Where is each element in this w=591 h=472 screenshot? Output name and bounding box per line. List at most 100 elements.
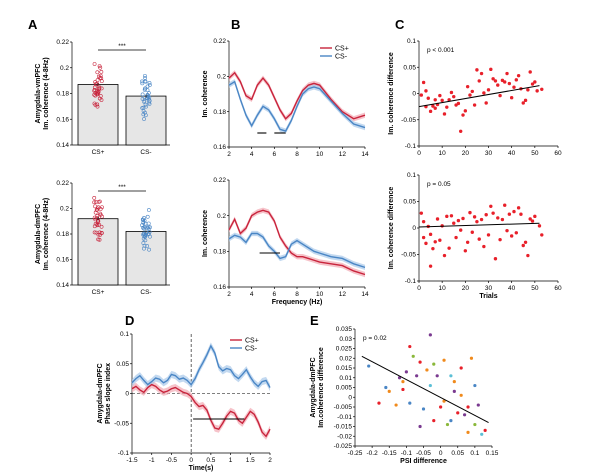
y-tick-label: -0.1 bbox=[118, 450, 130, 457]
x-tick-label: 8 bbox=[295, 291, 299, 298]
data-point bbox=[486, 233, 491, 237]
x-tick-label: 0 bbox=[417, 150, 421, 157]
data-point bbox=[394, 403, 398, 407]
data-point bbox=[507, 212, 512, 216]
y-tick-label: -0.05 bbox=[401, 117, 416, 124]
data-point bbox=[526, 88, 530, 92]
data-point bbox=[428, 109, 433, 114]
y-tick-label: 0.2 bbox=[60, 65, 69, 72]
data-point bbox=[145, 214, 150, 219]
data-point bbox=[428, 333, 432, 337]
data-point bbox=[98, 76, 103, 80]
data-point bbox=[470, 89, 474, 94]
y-tick-label: -0.025 bbox=[334, 443, 353, 450]
x-tick-label: 14 bbox=[361, 151, 369, 158]
x-tick-label: 30 bbox=[485, 150, 493, 157]
data-point bbox=[93, 82, 98, 86]
data-point bbox=[491, 211, 495, 215]
significance-stars: *** bbox=[118, 43, 126, 50]
bar-cs-minus bbox=[125, 231, 167, 286]
data-point bbox=[512, 209, 516, 214]
data-point bbox=[445, 105, 449, 109]
data-point bbox=[528, 217, 532, 221]
data-point bbox=[145, 226, 150, 231]
y-axis-label: Im. coherence difference bbox=[388, 52, 395, 135]
y-tick-label: 0.18 bbox=[213, 249, 226, 256]
category-label: CS- bbox=[140, 289, 151, 296]
y-tick-label: -0.1 bbox=[405, 278, 417, 285]
data-point bbox=[99, 86, 104, 91]
x-tick-label: 50 bbox=[531, 285, 539, 292]
x-tick-label: 2 bbox=[227, 151, 231, 158]
data-point bbox=[421, 407, 426, 411]
y-axis-label: Im. coherence difference bbox=[388, 187, 395, 270]
y-tick-label: 0.005 bbox=[336, 385, 353, 392]
data-point bbox=[93, 221, 98, 226]
data-point bbox=[96, 89, 101, 94]
y-axis-label: Im. coherence (4-8Hz) bbox=[43, 198, 50, 270]
data-point bbox=[533, 214, 537, 219]
data-point bbox=[523, 240, 528, 245]
data-point bbox=[141, 241, 146, 245]
x-tick-label: 60 bbox=[554, 150, 562, 157]
trend-line bbox=[361, 355, 489, 424]
series-line-cs-minus bbox=[228, 80, 366, 132]
data-point bbox=[148, 225, 152, 230]
data-point bbox=[463, 413, 467, 417]
data-point bbox=[447, 246, 451, 250]
data-point bbox=[449, 374, 453, 378]
data-point bbox=[140, 81, 145, 86]
data-point bbox=[426, 96, 430, 100]
data-point bbox=[498, 237, 502, 242]
data-point bbox=[440, 98, 444, 103]
error-band-cs-minus bbox=[229, 230, 365, 271]
y-tick-label: 0.16 bbox=[213, 144, 226, 151]
data-point bbox=[100, 205, 104, 210]
panel-label-a: A bbox=[28, 17, 38, 32]
x-axis-label: Time(s) bbox=[189, 465, 214, 472]
data-point bbox=[454, 235, 458, 240]
data-point bbox=[425, 368, 429, 372]
data-point bbox=[498, 93, 502, 98]
y-tick-label: 0.05 bbox=[116, 361, 129, 368]
data-point bbox=[489, 204, 493, 208]
data-point bbox=[493, 79, 498, 83]
data-point bbox=[95, 70, 100, 75]
y-tick-label: 0.05 bbox=[403, 64, 416, 71]
category-label: CS- bbox=[140, 149, 151, 156]
x-tick-label: 0 bbox=[189, 457, 193, 464]
p-value-annotation: p = 0.05 bbox=[427, 181, 451, 188]
data-point bbox=[97, 96, 102, 101]
chart-b1: 0.16 0.18 0.2 0.22 2 4 6 8 10 12 14 Im. coherence CS… bbox=[202, 38, 369, 158]
x-tick-label: 6 bbox=[273, 291, 277, 298]
data-point bbox=[533, 80, 537, 84]
data-point bbox=[442, 399, 446, 403]
data-point bbox=[442, 253, 447, 258]
data-point bbox=[141, 236, 146, 241]
y-tick-label: 0.16 bbox=[56, 116, 69, 123]
data-point bbox=[144, 104, 148, 109]
data-point bbox=[489, 67, 493, 72]
data-point bbox=[92, 101, 97, 106]
y-axis-label: Im. coherence (4-8Hz) bbox=[43, 57, 50, 129]
x-axis-label: Frequency (Hz) bbox=[272, 299, 323, 306]
data-point bbox=[438, 93, 442, 98]
data-point bbox=[459, 129, 463, 133]
data-point bbox=[96, 237, 101, 242]
data-point bbox=[465, 240, 470, 245]
y-tick-label: 0.18 bbox=[213, 109, 226, 116]
data-point bbox=[466, 430, 470, 434]
x-tick-label: 2 bbox=[227, 291, 231, 298]
y-tick-label: 0 bbox=[412, 225, 416, 232]
y-tick-label: 0.22 bbox=[213, 38, 226, 45]
y-tick-label: 0.1 bbox=[407, 38, 416, 45]
y-tick-label: 0.035 bbox=[336, 326, 353, 333]
bar-cs-plus bbox=[77, 218, 119, 286]
data-point bbox=[466, 405, 470, 409]
y-tick-label: -0.05 bbox=[114, 420, 129, 427]
y-tick-label: 0.025 bbox=[336, 346, 353, 353]
x-tick-label: 0.05 bbox=[451, 450, 464, 457]
y-tick-label: 0.18 bbox=[56, 231, 69, 238]
data-point bbox=[456, 218, 461, 223]
data-point bbox=[428, 264, 433, 268]
